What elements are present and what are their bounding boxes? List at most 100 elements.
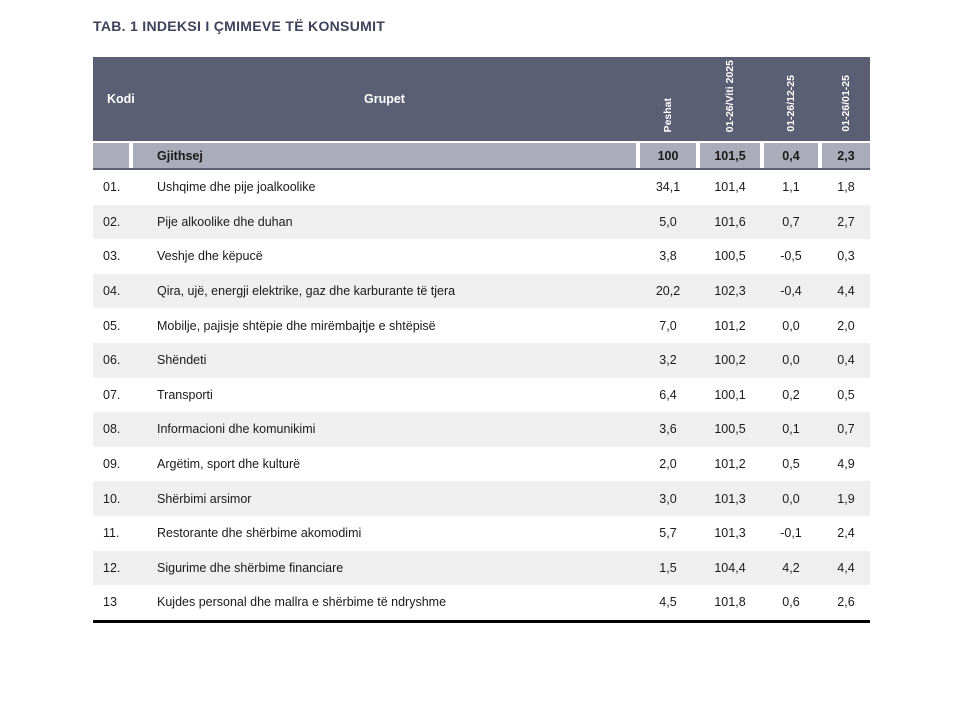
row-value-12-25: 1,1 bbox=[782, 180, 800, 195]
row-code: 06. bbox=[103, 353, 121, 368]
row-code: 10. bbox=[103, 491, 121, 506]
row-group-label: Mobilje, pajisje shtëpie dhe mirëmbajtje… bbox=[157, 318, 436, 333]
row-group-label: Argëtim, sport dhe kulturë bbox=[157, 457, 301, 472]
row-value-12-25: 0,0 bbox=[782, 353, 800, 368]
table-row: 08. Informacioni dhe komunikimi 3,6 100,… bbox=[93, 412, 870, 447]
row-value-01-25: 0,7 bbox=[837, 422, 855, 437]
row-value-01-25: 4,9 bbox=[837, 457, 855, 472]
row-value-01-25: 2,6 bbox=[837, 595, 855, 610]
row-value-viti-2025: 101,3 bbox=[714, 526, 746, 541]
row-code: 13 bbox=[103, 595, 117, 610]
row-value-01-25: 0,3 bbox=[837, 249, 855, 264]
row-group-label: Transporti bbox=[157, 387, 213, 402]
row-value-peshat: 6,4 bbox=[659, 387, 677, 402]
row-value-viti-2025: 101,2 bbox=[714, 457, 746, 472]
row-value-viti-2025: 100,2 bbox=[714, 353, 746, 368]
row-value-peshat: 34,1 bbox=[655, 180, 681, 195]
row-value-01-25: 0,5 bbox=[837, 387, 855, 402]
table-row: 07. Transporti 6,4 100,1 0,2 0,5 bbox=[93, 377, 870, 413]
row-value-01-25: 4,4 bbox=[837, 284, 855, 299]
row-value-viti-2025: 101,3 bbox=[714, 491, 746, 506]
table-bottom-border bbox=[93, 619, 870, 623]
page-title: TAB. 1 INDEKSI I ÇMIMEVE TË KONSUMIT bbox=[93, 18, 386, 34]
row-value-viti-2025: 101,2 bbox=[714, 318, 746, 333]
total-row-code-cell bbox=[93, 143, 129, 168]
row-value-viti-2025: 100,1 bbox=[714, 387, 746, 402]
table-header-row: Kodi Grupet Peshat 01-26/Viti 2025 01-26… bbox=[93, 57, 870, 141]
col-header-12-25: 01-26/12-25 bbox=[764, 57, 818, 141]
table-row: 10. Shërbimi arsimor 3,0 101,3 0,0 1,9 bbox=[93, 481, 870, 516]
col-header-kodi: Kodi bbox=[107, 92, 135, 106]
row-value-peshat: 5,0 bbox=[659, 214, 677, 229]
table-row: 06. Shëndeti 3,2 100,2 0,0 0,4 bbox=[93, 342, 870, 378]
col-header-01-25: 01-26/01-25 bbox=[822, 57, 870, 141]
row-value-12-25: -0,5 bbox=[780, 249, 802, 264]
row-value-peshat: 3,8 bbox=[659, 249, 677, 264]
row-value-01-25: 1,9 bbox=[837, 491, 855, 506]
row-code: 05. bbox=[103, 318, 121, 333]
table-row: 05. Mobilje, pajisje shtëpie dhe mirëmba… bbox=[93, 308, 870, 343]
row-value-12-25: 0,0 bbox=[782, 318, 800, 333]
col-header-viti-2025: 01-26/Viti 2025 bbox=[700, 57, 760, 141]
row-value-12-25: 4,2 bbox=[782, 560, 800, 575]
row-value-12-25: 0,1 bbox=[782, 422, 800, 437]
cpi-table: Kodi Grupet Peshat 01-26/Viti 2025 01-26… bbox=[93, 57, 870, 623]
row-value-peshat: 2,0 bbox=[659, 457, 677, 472]
row-value-12-25: 0,7 bbox=[782, 214, 800, 229]
row-value-01-25: 0,4 bbox=[837, 353, 855, 368]
row-value-01-25: 1,8 bbox=[837, 180, 855, 195]
total-row: Gjithsej 100 101,5 0,4 2,3 bbox=[93, 143, 870, 168]
col-header-grupet: Grupet bbox=[364, 92, 405, 106]
row-value-peshat: 1,5 bbox=[659, 560, 677, 575]
row-code: 09. bbox=[103, 457, 121, 472]
row-code: 04. bbox=[103, 284, 121, 299]
total-row-value-12-25: 0,4 bbox=[764, 143, 818, 168]
row-value-12-25: 0,6 bbox=[782, 595, 800, 610]
col-header-01-25-label: 01-26/01-25 bbox=[839, 75, 852, 132]
row-code: 03. bbox=[103, 249, 121, 264]
table-row: 01. Ushqime dhe pije joalkoolike 34,1 10… bbox=[93, 170, 870, 205]
row-value-peshat: 3,0 bbox=[659, 491, 677, 506]
col-header-12-25-label: 01-26/12-25 bbox=[784, 75, 797, 132]
row-value-peshat: 5,7 bbox=[659, 526, 677, 541]
row-code: 01. bbox=[103, 180, 121, 195]
row-value-12-25: 0,2 bbox=[782, 387, 800, 402]
col-header-peshat-label: Peshat bbox=[661, 97, 674, 132]
row-value-peshat: 20,2 bbox=[655, 284, 681, 299]
row-value-12-25: -0,1 bbox=[780, 526, 802, 541]
row-value-peshat: 3,2 bbox=[659, 353, 677, 368]
table-row: 11. Restorante dhe shërbime akomodimi 5,… bbox=[93, 515, 870, 551]
row-group-label: Shërbimi arsimor bbox=[157, 491, 252, 506]
row-value-viti-2025: 101,8 bbox=[714, 595, 746, 610]
total-row-value-01-25: 2,3 bbox=[822, 143, 870, 168]
row-group-label: Restorante dhe shërbime akomodimi bbox=[157, 526, 362, 541]
table-row: 03. Veshje dhe këpucë 3,8 100,5 -0,5 0,3 bbox=[93, 239, 870, 274]
table-body: 01. Ushqime dhe pije joalkoolike 34,1 10… bbox=[93, 170, 870, 620]
row-value-12-25: 0,0 bbox=[782, 491, 800, 506]
row-code: 02. bbox=[103, 214, 121, 229]
row-group-label: Veshje dhe këpucë bbox=[157, 249, 263, 264]
row-code: 08. bbox=[103, 422, 121, 437]
total-row-value-peshat: 100 bbox=[640, 143, 696, 168]
row-value-12-25: 0,5 bbox=[782, 457, 800, 472]
row-value-12-25: -0,4 bbox=[780, 284, 802, 299]
row-value-viti-2025: 102,3 bbox=[714, 284, 746, 299]
row-value-viti-2025: 100,5 bbox=[714, 422, 746, 437]
table-row: 13 Kujdes personal dhe mallra e shërbime… bbox=[93, 585, 870, 620]
row-value-01-25: 2,4 bbox=[837, 526, 855, 541]
row-value-peshat: 7,0 bbox=[659, 318, 677, 333]
row-value-01-25: 2,0 bbox=[837, 318, 855, 333]
total-row-value-viti-2025: 101,5 bbox=[700, 143, 760, 168]
table-row: 12. Sigurime dhe shërbime financiare 1,5… bbox=[93, 550, 870, 586]
table-row: 09. Argëtim, sport dhe kulturë 2,0 101,2… bbox=[93, 446, 870, 482]
row-group-label: Sigurime dhe shërbime financiare bbox=[157, 560, 344, 575]
row-code: 12. bbox=[103, 560, 121, 575]
row-value-peshat: 4,5 bbox=[659, 595, 677, 610]
row-value-viti-2025: 101,4 bbox=[714, 180, 746, 195]
col-header-viti-2025-label: 01-26/Viti 2025 bbox=[723, 59, 736, 132]
row-value-viti-2025: 100,5 bbox=[714, 249, 746, 264]
row-group-label: Qira, ujë, energji elektrike, gaz dhe ka… bbox=[157, 284, 456, 299]
row-value-peshat: 3,6 bbox=[659, 422, 677, 437]
table-row: 02. Pije alkoolike dhe duhan 5,0 101,6 0… bbox=[93, 204, 870, 240]
